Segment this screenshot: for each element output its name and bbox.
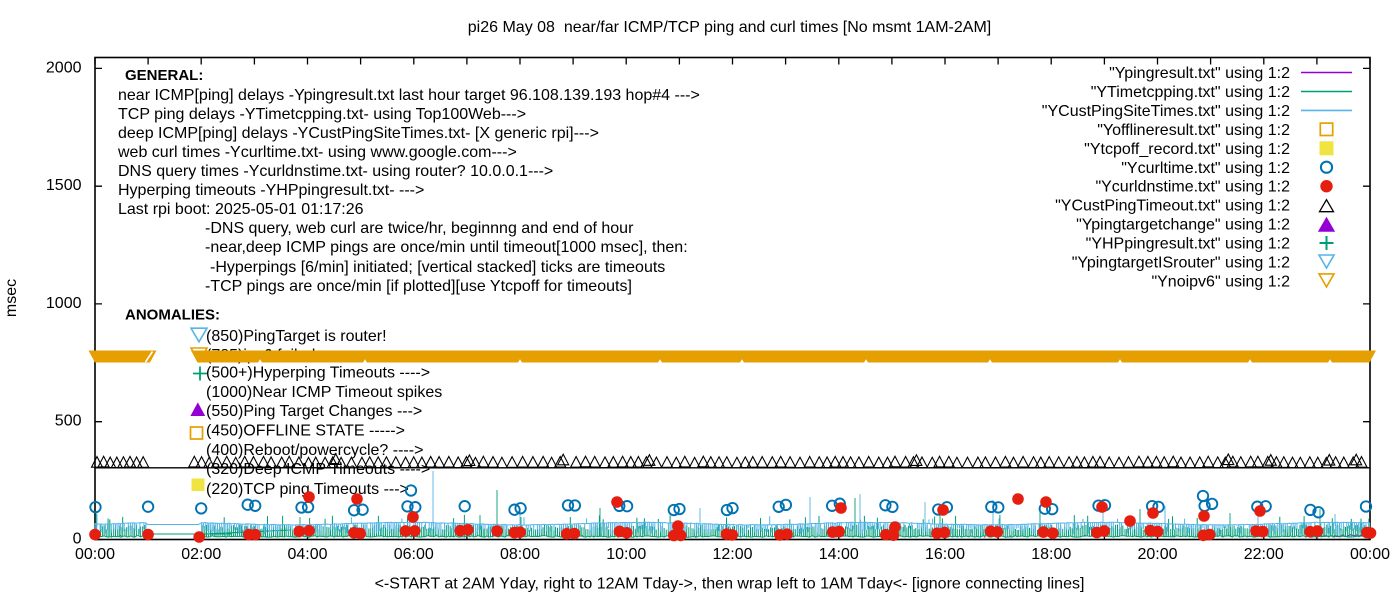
svg-text:18:00: 18:00 (1031, 546, 1071, 563)
svg-text:msec: msec (3, 279, 20, 317)
svg-text:500: 500 (55, 413, 82, 430)
svg-text:"Ytcpoff_record.txt" using 1:2: "Ytcpoff_record.txt" using 1:2 (1084, 141, 1290, 158)
svg-text:DNS query times -Ycurldnstime.: DNS query times -Ycurldnstime.txt- using… (118, 163, 553, 180)
svg-text:-TCP pings are once/min [if pl: -TCP pings are once/min [if plotted][use… (205, 278, 632, 295)
svg-text:"YHPpingresult.txt" using 1:2: "YHPpingresult.txt" using 1:2 (1086, 236, 1290, 253)
svg-text:"Ypingresult.txt" using 1:2: "Ypingresult.txt" using 1:2 (1109, 65, 1290, 82)
svg-text:TCP ping delays -YTimetcpping.: TCP ping delays -YTimetcpping.txt- using… (118, 106, 526, 123)
svg-text:-Hyperpings [6/min] initiated;: -Hyperpings [6/min] initiated; [vertical… (210, 259, 665, 276)
svg-text:web curl times -Ycurltime.txt-: web curl times -Ycurltime.txt- using www… (117, 144, 517, 161)
svg-text:(550)Ping Target Changes --->: (550)Ping Target Changes ---> (206, 403, 422, 420)
svg-text:(850)PingTarget is router!: (850)PingTarget is router! (206, 328, 387, 345)
svg-text:<-START at 2AM Yday, right to: <-START at 2AM Yday, right to 12AM Tday-… (375, 576, 1085, 593)
svg-text:"YpingtargetISrouter" using 1:: "YpingtargetISrouter" using 1:2 (1072, 255, 1290, 272)
svg-text:"Ypingtargetchange" using 1:2: "Ypingtargetchange" using 1:2 (1076, 217, 1290, 234)
svg-text:2000: 2000 (46, 59, 82, 76)
svg-text:(400)Reboot/powercycle? ---->: (400)Reboot/powercycle? ----> (206, 442, 423, 459)
svg-text:04:00: 04:00 (287, 546, 327, 563)
svg-text:0: 0 (73, 531, 82, 548)
svg-text:-DNS query, web curl are twice: -DNS query, web curl are twice/hr, begin… (205, 220, 634, 237)
svg-text:Last rpi boot: 2025-05-01 01:1: Last rpi boot: 2025-05-01 01:17:26 (118, 201, 364, 218)
svg-text:(1000)Near ICMP Timeout spikes: (1000)Near ICMP Timeout spikes (206, 384, 442, 401)
svg-text:06:00: 06:00 (394, 546, 434, 563)
svg-text:(500+)Hyperping Timeouts ---->: (500+)Hyperping Timeouts ----> (206, 365, 430, 382)
svg-text:22:00: 22:00 (1244, 546, 1284, 563)
svg-text:02:00: 02:00 (181, 546, 221, 563)
svg-text:"Ycurltime.txt" using 1:2: "Ycurltime.txt" using 1:2 (1121, 160, 1290, 177)
svg-text:1000: 1000 (46, 295, 82, 312)
svg-text:08:00: 08:00 (500, 546, 540, 563)
svg-text:"YTimetcpping.txt" using 1:2: "YTimetcpping.txt" using 1:2 (1091, 84, 1290, 101)
svg-text:(320)Deep ICMP Timeouts ---->: (320)Deep ICMP Timeouts ----> (206, 461, 430, 478)
svg-text:"Ycurldnstime.txt" using 1:2: "Ycurldnstime.txt" using 1:2 (1095, 179, 1290, 196)
svg-text:-near,deep ICMP pings are once: -near,deep ICMP pings are once/min until… (205, 239, 688, 256)
svg-text:"YCustPingTimeout.txt" using 1: "YCustPingTimeout.txt" using 1:2 (1055, 198, 1290, 215)
svg-text:"Ynoipv6" using 1:2: "Ynoipv6" using 1:2 (1151, 273, 1290, 290)
svg-text:ANOMALIES:: ANOMALIES: (125, 307, 220, 324)
svg-text:00:00: 00:00 (75, 546, 115, 563)
svg-text:(450)OFFLINE STATE ----->: (450)OFFLINE STATE -----> (206, 423, 405, 440)
svg-text:16:00: 16:00 (925, 546, 965, 563)
svg-text:20:00: 20:00 (1137, 546, 1177, 563)
svg-text:"Yofflineresult.txt" using 1:2: "Yofflineresult.txt" using 1:2 (1097, 122, 1290, 139)
svg-text:1500: 1500 (46, 177, 82, 194)
svg-text:"YCustPingSiteTimes.txt" using: "YCustPingSiteTimes.txt" using 1:2 (1042, 103, 1290, 120)
svg-text:Hyperping timeouts -YHPpingres: Hyperping timeouts -YHPpingresult.txt- -… (118, 182, 424, 199)
svg-text:pi26 May 08 near/far ICMP/TCP: pi26 May 08 near/far ICMP/TCP ping and c… (468, 19, 991, 36)
svg-text:10:00: 10:00 (606, 546, 646, 563)
svg-text:near ICMP[ping] delays -Ypingr: near ICMP[ping] delays -Ypingresult.txt … (118, 87, 700, 104)
svg-text:deep ICMP[ping] delays -YCustP: deep ICMP[ping] delays -YCustPingSiteTim… (118, 125, 599, 142)
svg-text:14:00: 14:00 (819, 546, 859, 563)
svg-text:GENERAL:: GENERAL: (125, 67, 203, 84)
svg-text:00:00: 00:00 (1350, 546, 1390, 563)
svg-text:12:00: 12:00 (712, 546, 752, 563)
